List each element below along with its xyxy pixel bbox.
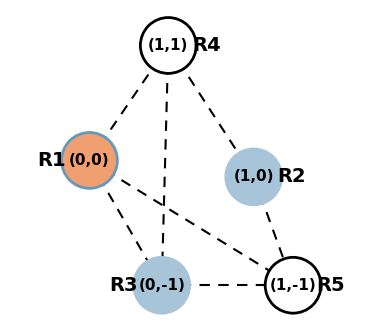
Circle shape (265, 257, 321, 313)
Text: R2: R2 (277, 167, 306, 186)
Text: (0,-1): (0,-1) (138, 278, 185, 293)
Text: (1,1): (1,1) (148, 38, 188, 53)
Text: (0,0): (0,0) (69, 153, 110, 168)
Text: R4: R4 (192, 36, 220, 55)
Text: (1,0): (1,0) (233, 169, 274, 184)
Text: (1,-1): (1,-1) (270, 278, 317, 293)
Text: R1: R1 (37, 151, 66, 170)
Circle shape (62, 133, 117, 188)
Circle shape (226, 149, 282, 205)
Circle shape (134, 257, 190, 313)
Text: R5: R5 (317, 276, 345, 295)
Text: R3: R3 (110, 276, 138, 295)
Circle shape (140, 18, 196, 73)
